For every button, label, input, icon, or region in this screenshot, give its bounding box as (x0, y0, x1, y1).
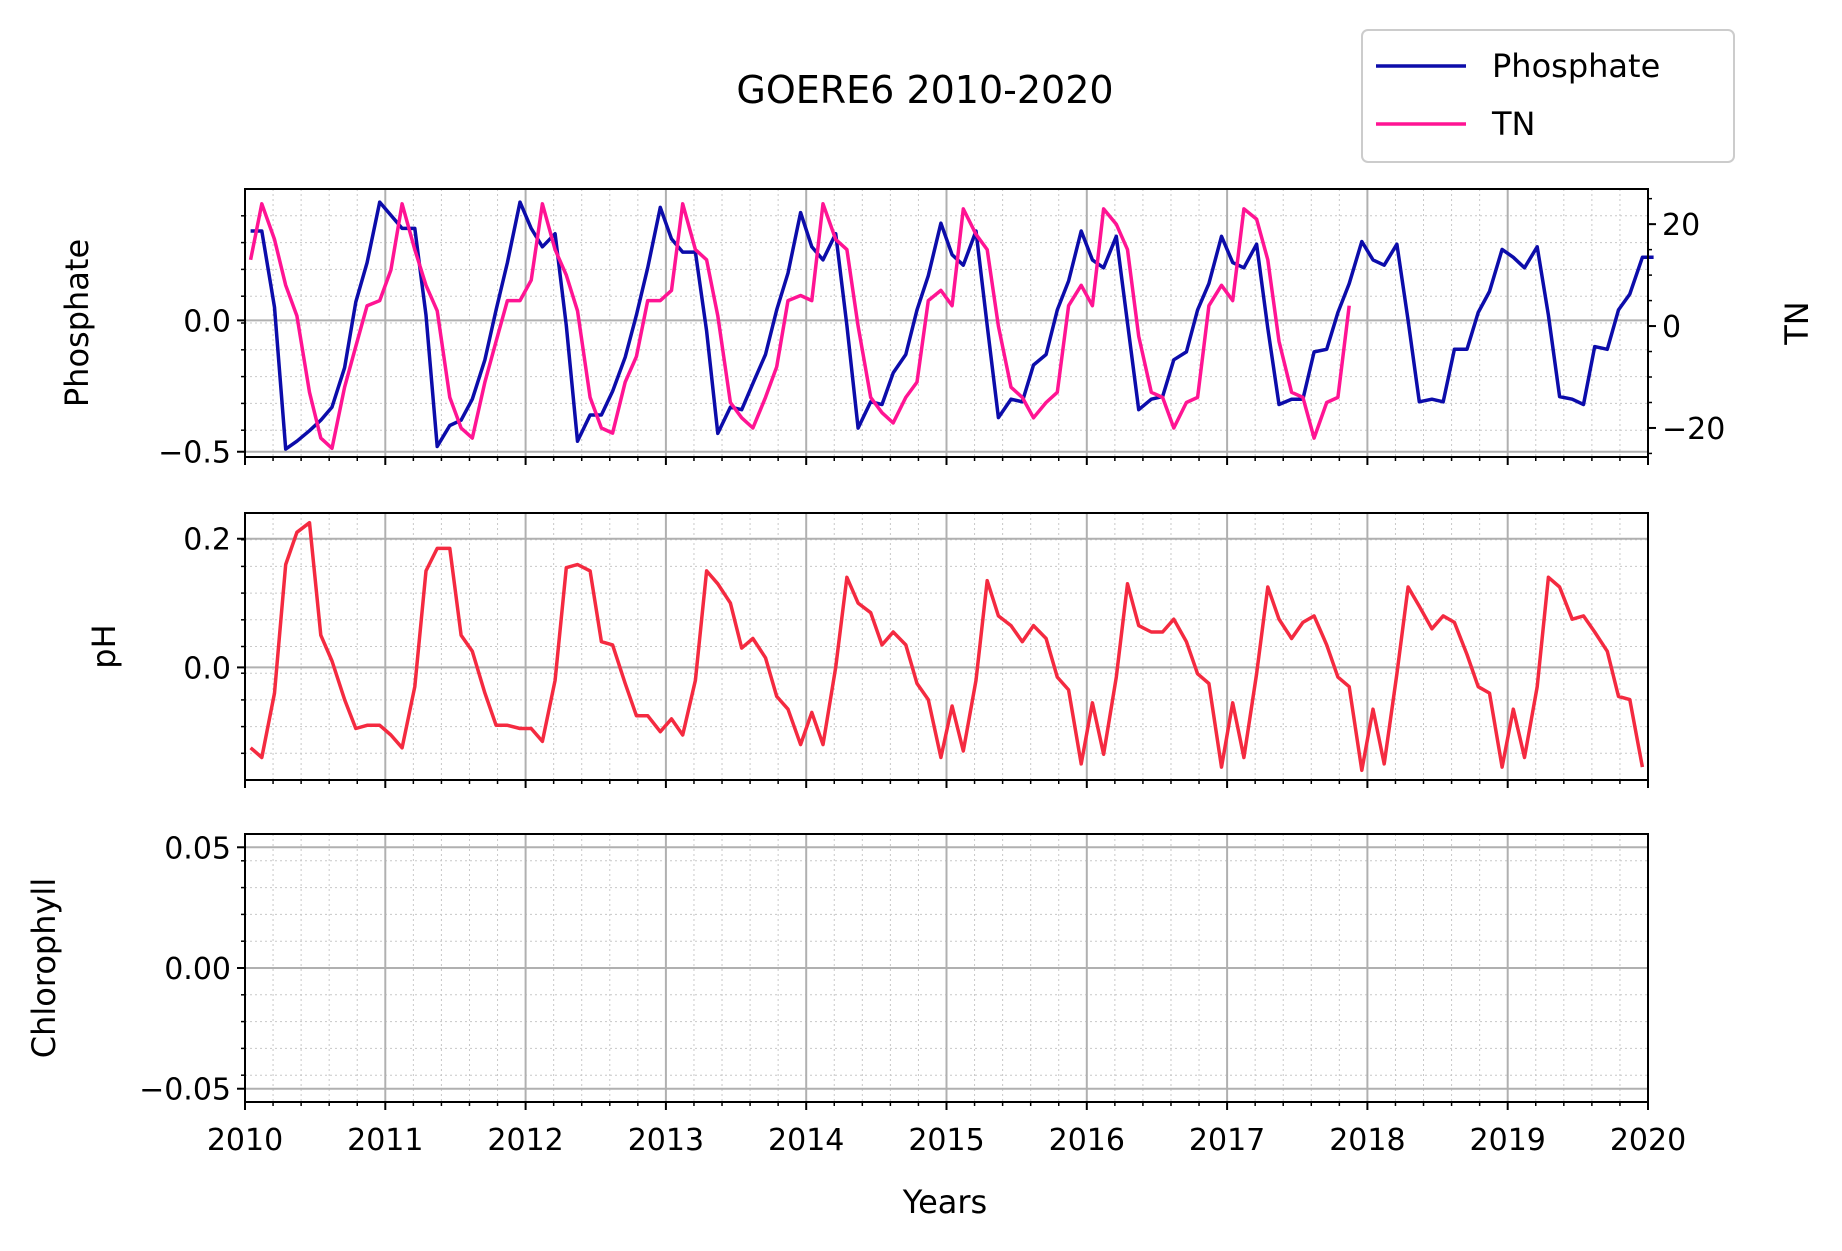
x-tick-label: 2011 (347, 1123, 423, 1158)
x-tick-label: 2019 (1470, 1123, 1546, 1158)
legend: Phosphate TN (1361, 29, 1735, 163)
series-line-phosphate (250, 200, 1654, 451)
y-tick-label: −0.5 (158, 436, 231, 471)
y-axis-title: pH (85, 624, 123, 668)
x-tick-label: 2017 (1189, 1123, 1265, 1158)
ph-panel: 0.0 0.2 pH (85, 512, 1649, 788)
right-y-axis-title: TN (1778, 301, 1816, 345)
y-tick-label: 0.2 (183, 523, 231, 558)
x-axis-title: Years (902, 1183, 987, 1221)
x-tick-label: 2018 (1329, 1123, 1405, 1158)
x-tick-label: 2015 (908, 1123, 984, 1158)
chlorophyll-panel: −0.05 0.00 0.05 Chlorophyll 2010 2011 2012 2013… (25, 831, 1686, 1158)
y-tick-label: −0.05 (139, 1073, 231, 1108)
y-axis-title: Phosphate (58, 239, 96, 407)
y-tick-label: 0.0 (183, 304, 231, 339)
right-y-tick-label: 0 (1662, 310, 1681, 345)
series-line-tn (248, 202, 1351, 451)
right-y-tick-label: −20 (1662, 412, 1725, 447)
y-tick-label: 0.00 (164, 952, 231, 987)
legend-frame (1361, 29, 1735, 163)
y-axis-title: Chlorophyll (25, 878, 63, 1058)
x-tick-label: 2014 (768, 1123, 844, 1158)
x-tick-label: 2010 (207, 1123, 283, 1158)
series-line-ph (249, 520, 1645, 773)
right-y-tick-label: 20 (1662, 208, 1700, 243)
x-tick-label: 2020 (1610, 1123, 1686, 1158)
phosphate-tn-panel: −0.5 0.0 Phosphate −20 0 20 TN (58, 188, 1816, 471)
y-tick-label: 0.0 (183, 651, 231, 686)
chart-title: GOERE6 2010-2020 (736, 68, 1113, 112)
legend-label-phosphate: Phosphate (1492, 47, 1660, 85)
x-tick-label: 2016 (1049, 1123, 1125, 1158)
x-tick-label: 2012 (487, 1123, 563, 1158)
y-tick-label: 0.05 (164, 831, 231, 866)
x-tick-label: 2013 (628, 1123, 704, 1158)
legend-label-tn: TN (1491, 105, 1535, 143)
